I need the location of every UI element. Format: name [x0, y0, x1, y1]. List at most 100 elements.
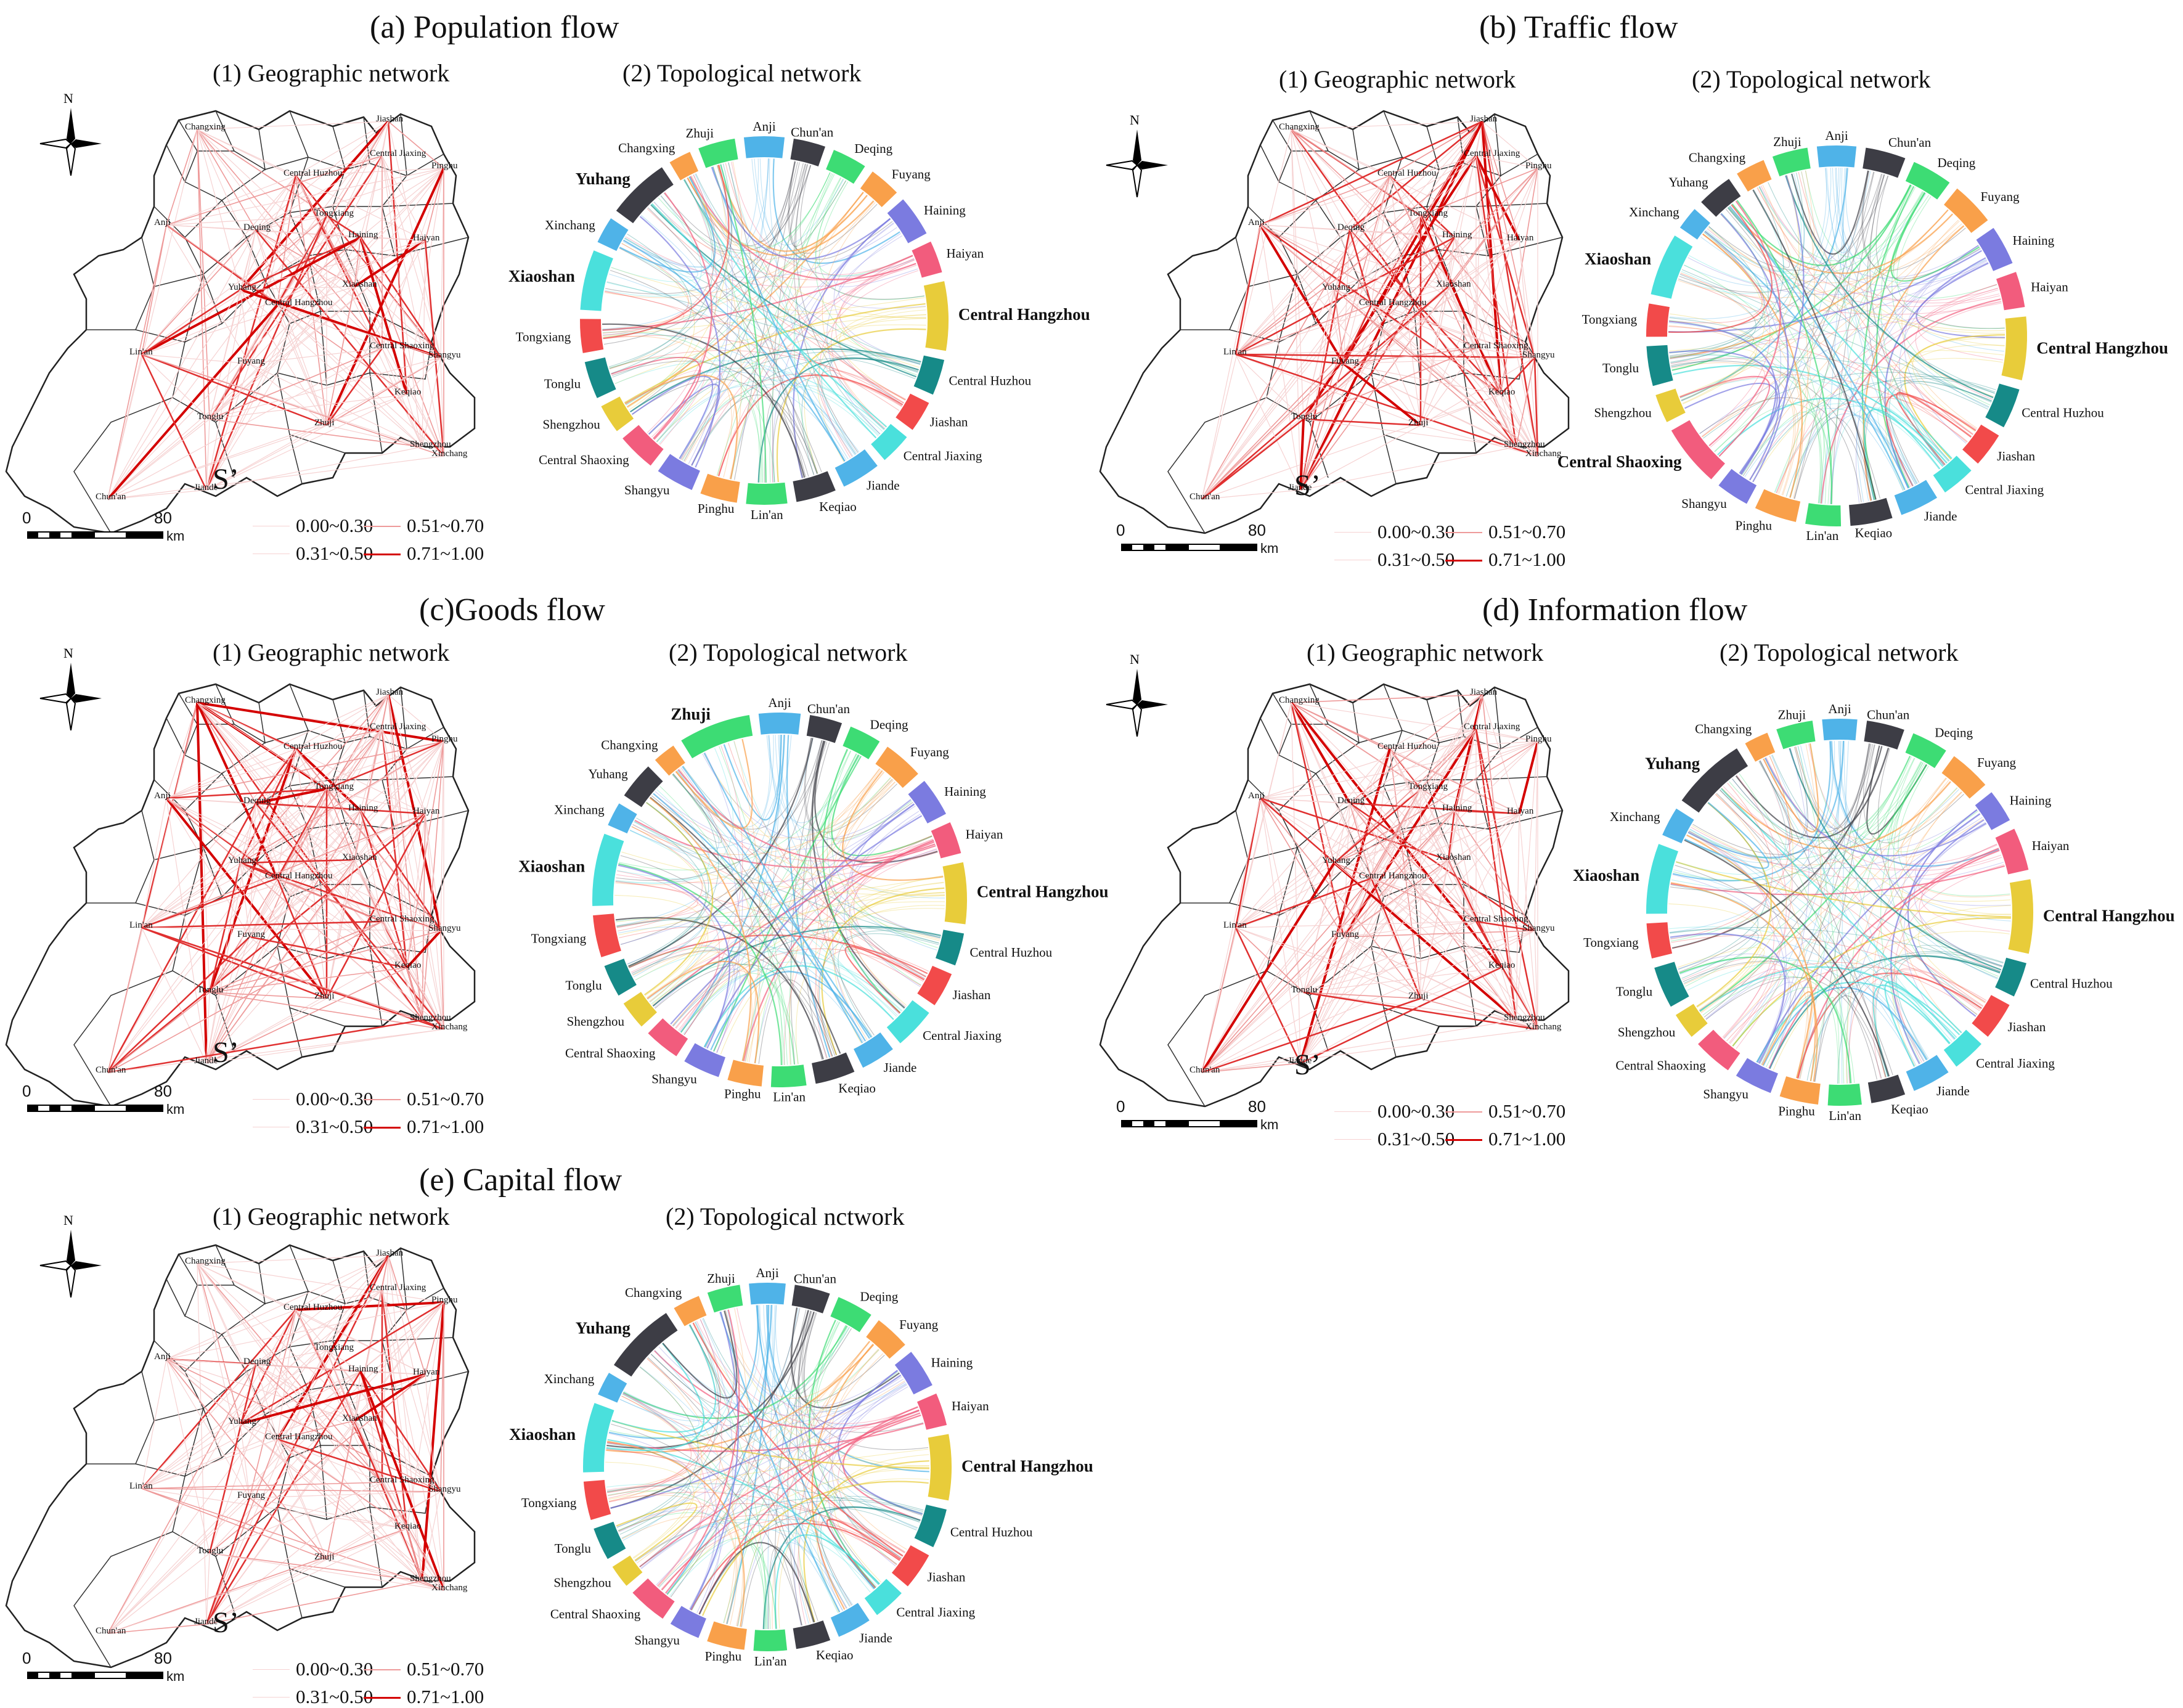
chord-link — [796, 1310, 852, 1606]
county-boundary — [1167, 397, 1267, 534]
flow-line — [1201, 489, 1301, 500]
flow-line — [325, 348, 383, 426]
chord-link — [1682, 956, 1776, 1044]
chord-link — [1732, 917, 2011, 1047]
map-label: Chun'an — [1189, 1065, 1220, 1075]
flow-line — [206, 936, 250, 1064]
chord-link — [1757, 187, 1974, 435]
chord-link — [1765, 758, 1987, 857]
chord-link — [1687, 741, 1845, 859]
chord-link — [1749, 287, 1998, 480]
county-boundary — [277, 1445, 327, 1520]
chord-link — [624, 1309, 737, 1416]
flow-line — [382, 348, 423, 447]
flow-line — [1389, 748, 1520, 814]
legend-a: S’ 0.00~0.30 0.31~0.50 0.51~0.70 0.71~1.00 — [213, 463, 508, 564]
flow-line — [1448, 237, 1455, 287]
chord-node-arc — [864, 1579, 902, 1616]
chord-link — [1884, 257, 1986, 489]
chord-link — [1707, 228, 2001, 308]
chord-node-label: Tonglu — [1616, 984, 1653, 999]
chord-node-arc — [1737, 160, 1772, 192]
chord-link — [758, 979, 836, 1064]
flow-line — [422, 1580, 444, 1591]
chord-link — [654, 1350, 920, 1430]
chord-link — [634, 1522, 853, 1605]
chord-link — [1671, 362, 1795, 494]
flow-line — [240, 1373, 426, 1425]
chord-link — [1841, 741, 1849, 1084]
flow-line — [255, 1363, 355, 1421]
flow-line — [166, 1359, 210, 1554]
map-label: Central Huzhou — [284, 168, 343, 178]
chord-link — [605, 290, 900, 411]
chord-link — [772, 218, 891, 483]
chord-node-arc — [597, 218, 629, 251]
flow-line — [1334, 289, 1538, 457]
chord-link — [1899, 260, 1988, 466]
chord-link — [1890, 192, 1980, 282]
chord-link — [1887, 761, 1957, 844]
chord-link — [1830, 741, 1999, 867]
chord-node-label: Chun'an — [1867, 708, 1910, 722]
chord-link — [764, 400, 803, 483]
chord-link — [606, 1342, 704, 1452]
chord-link — [606, 1484, 878, 1587]
chord-node-arc — [700, 473, 740, 503]
chord-link — [656, 158, 770, 442]
flow-line — [197, 702, 383, 922]
flow-line — [255, 229, 383, 349]
scale-start: 0 — [1116, 521, 1125, 539]
map-label: Jiande — [194, 483, 218, 492]
flow-line — [197, 129, 441, 358]
chord-link — [751, 158, 904, 405]
chord-link — [1691, 827, 2002, 880]
map-label: Fuyang — [237, 356, 266, 366]
chord-link — [817, 1326, 899, 1411]
flow-line — [1420, 694, 1483, 790]
map-label: Tonglu — [197, 412, 224, 422]
chord-link — [1758, 748, 1810, 1063]
map-label: Haining — [348, 803, 378, 813]
flow-line — [1334, 175, 1390, 290]
chord-link — [647, 951, 905, 1008]
chord-node-label: Keqiao — [819, 499, 857, 514]
panel-title-c: (c)Goods flow — [419, 592, 605, 627]
flow-line — [1518, 741, 1539, 814]
flow-line — [388, 694, 444, 1030]
chord-link — [1750, 380, 1993, 481]
chord-node-label: Tonglu — [544, 376, 581, 391]
flow-line — [1291, 702, 1455, 811]
chord-link — [687, 161, 743, 246]
panel-title-e: (e) Capital flow — [419, 1163, 622, 1198]
chord-link — [603, 165, 730, 340]
chord-link — [1898, 766, 2010, 897]
chord-link — [1684, 758, 1790, 863]
flow-line — [360, 810, 383, 922]
chord-node-label: Yuhang — [576, 1319, 631, 1338]
chord-link — [1689, 828, 1952, 1042]
flow-line — [1290, 701, 1351, 804]
map-label: Xiaoshan — [1436, 852, 1471, 862]
flow-line — [406, 967, 444, 1030]
chord-link — [1744, 407, 1916, 485]
flow-line — [440, 357, 444, 457]
chord-link — [737, 1547, 766, 1629]
flow-line — [425, 1374, 444, 1591]
map-label: Deqing — [243, 1357, 271, 1367]
compass-label: N — [1130, 112, 1140, 128]
chord-link — [1896, 391, 1972, 465]
chord-link — [1688, 830, 1917, 1066]
geo-network-title-b: (1) Geographic network — [1279, 65, 1516, 93]
chord-link — [1687, 832, 1787, 1063]
flow-line — [240, 859, 355, 864]
flow-line — [1343, 348, 1477, 364]
flow-line — [1235, 748, 1390, 928]
flow-line — [422, 1019, 444, 1031]
chord-link — [1696, 802, 1772, 1008]
chord-link — [680, 895, 945, 1033]
flow-line — [1454, 237, 1477, 349]
chord-link — [1700, 213, 1775, 282]
county-boundary — [1315, 157, 1403, 238]
flow-line — [422, 357, 441, 447]
